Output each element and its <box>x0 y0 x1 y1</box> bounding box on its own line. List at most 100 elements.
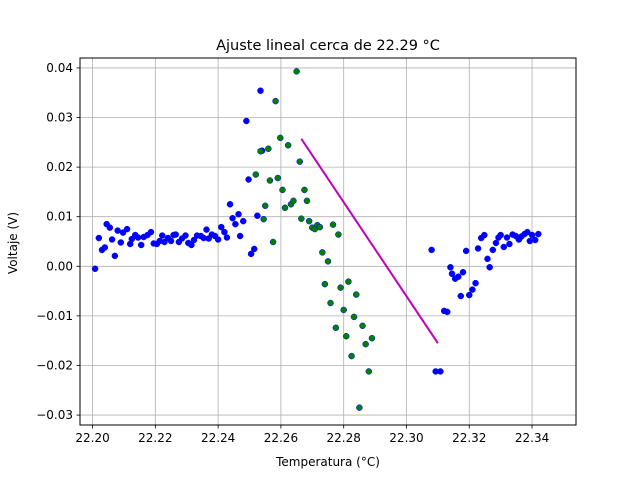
green-data-point <box>277 134 284 142</box>
y-axis: −0.03 −0.02 −0.01 0.00 0.01 0.02 0.03 0.04 <box>36 61 80 422</box>
blue-data-point <box>91 265 99 273</box>
blue-data-point <box>123 225 131 233</box>
blue-data-point <box>221 228 228 236</box>
blue-data-point <box>472 279 479 287</box>
blue-data-point <box>486 264 493 271</box>
green-data-point <box>342 332 350 340</box>
green-data-point <box>368 334 376 342</box>
green-data-point <box>257 147 264 155</box>
blue-data-point <box>182 232 189 239</box>
green-data-point <box>345 278 352 285</box>
green-data-point <box>337 284 344 291</box>
blue-data-point <box>147 228 155 236</box>
x-axis-label: Temperatura (°C) <box>275 455 380 469</box>
blue-data-point <box>524 228 531 236</box>
green-data-point <box>305 217 313 225</box>
green-data-point <box>327 299 334 307</box>
fit-line-group <box>300 138 439 344</box>
blue-data-point <box>167 237 175 245</box>
green-data-point <box>272 97 279 105</box>
green-data-point <box>269 238 277 246</box>
blue-data-point <box>497 231 504 239</box>
y-tick-label: 0.04 <box>46 61 73 75</box>
green-data-point <box>281 204 289 212</box>
blue-data-point <box>232 220 239 228</box>
data-points <box>91 68 542 411</box>
green-data-point <box>340 306 347 314</box>
green-data-point <box>335 231 342 238</box>
blue-data-point <box>158 232 166 239</box>
blue-data-point <box>214 236 222 243</box>
green-data-point <box>266 177 274 184</box>
blue-data-point <box>190 236 198 244</box>
blue-data-point <box>257 87 264 94</box>
blue-data-point <box>203 226 210 233</box>
blue-data-point <box>236 232 244 240</box>
blue-data-point <box>428 246 435 254</box>
grid-lines <box>80 58 576 425</box>
blue-data-point <box>218 223 225 231</box>
blue-data-point <box>506 240 513 248</box>
x-tick-label: 22.20 <box>75 431 109 445</box>
blue-data-point <box>250 245 258 253</box>
blue-data-point <box>526 237 534 245</box>
blue-data-point <box>243 117 250 125</box>
blue-data-point <box>466 291 473 299</box>
blue-data-point <box>106 224 114 231</box>
x-tick-label: 22.34 <box>515 431 549 445</box>
y-tick-label: 0.00 <box>46 259 73 273</box>
green-data-point <box>290 197 297 205</box>
blue-data-point <box>111 252 119 260</box>
blue-data-point <box>226 201 234 208</box>
y-tick-label: 0.03 <box>46 111 73 125</box>
blue-data-point <box>474 245 482 252</box>
green-data-point <box>353 291 360 298</box>
green-data-point <box>319 249 326 256</box>
green-data-point <box>274 174 282 182</box>
blue-data-point <box>137 241 145 249</box>
blue-data-point <box>239 217 247 225</box>
green-data-point <box>324 258 332 265</box>
blue-data-point <box>134 234 142 241</box>
blue-data-point <box>117 239 125 246</box>
green-data-point <box>321 280 329 288</box>
blue-data-point <box>437 368 444 375</box>
y-tick-label: −0.01 <box>36 309 73 323</box>
green-data-point <box>365 368 373 375</box>
x-tick-label: 22.26 <box>264 431 298 445</box>
green-data-point <box>265 145 272 153</box>
green-data-point <box>303 197 311 205</box>
green-data-point <box>316 223 324 231</box>
x-tick-label: 22.30 <box>389 431 423 445</box>
plot-frame <box>79 57 577 426</box>
blue-data-point <box>469 286 476 293</box>
green-data-point <box>260 215 267 223</box>
green-data-point <box>298 215 305 222</box>
blue-data-point <box>531 236 539 244</box>
blue-data-point <box>489 246 497 254</box>
blue-data-point <box>492 239 500 247</box>
x-axis: 22.20 22.22 22.24 22.26 22.28 22.30 22.32 22.34 <box>75 425 549 445</box>
green-data-point <box>293 68 300 75</box>
blue-data-point <box>444 308 451 316</box>
green-data-point <box>356 404 363 411</box>
blue-data-point <box>108 236 116 243</box>
y-tick-label: −0.03 <box>36 408 73 422</box>
green-data-point <box>350 313 358 321</box>
y-tick-label: 0.02 <box>46 160 73 174</box>
blue-data-point <box>448 270 456 277</box>
blue-data-point <box>101 244 109 251</box>
green-data-point <box>301 186 308 194</box>
blue-data-point <box>235 210 242 218</box>
blue-data-point <box>245 176 252 183</box>
y-tick-label: 0.01 <box>46 210 73 224</box>
blue-data-point <box>462 247 470 255</box>
green-data-point <box>261 202 269 210</box>
x-tick-label: 22.24 <box>201 431 235 445</box>
blue-data-point <box>455 273 462 280</box>
blue-data-point <box>528 231 536 239</box>
green-data-point <box>296 158 303 165</box>
green-data-point <box>348 352 355 360</box>
blue-data-point <box>229 214 236 222</box>
green-data-point <box>279 186 286 194</box>
